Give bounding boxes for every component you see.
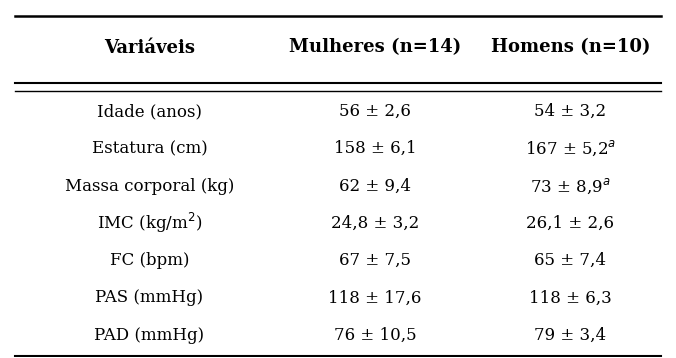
Text: Estatura (cm): Estatura (cm) bbox=[92, 140, 208, 157]
Text: PAS (mmHg): PAS (mmHg) bbox=[95, 289, 203, 306]
Text: Variáveis: Variáveis bbox=[104, 39, 195, 57]
Text: 62 ± 9,4: 62 ± 9,4 bbox=[339, 178, 411, 194]
Text: 79 ± 3,4: 79 ± 3,4 bbox=[534, 327, 606, 344]
Text: 24,8 ± 3,2: 24,8 ± 3,2 bbox=[331, 215, 419, 232]
Text: 65 ± 7,4: 65 ± 7,4 bbox=[534, 252, 606, 269]
Text: Mulheres (n=14): Mulheres (n=14) bbox=[289, 39, 461, 57]
Text: PAD (mmHg): PAD (mmHg) bbox=[95, 327, 205, 344]
Text: 26,1 ± 2,6: 26,1 ± 2,6 bbox=[526, 215, 614, 232]
Text: 67 ± 7,5: 67 ± 7,5 bbox=[339, 252, 411, 269]
Text: 56 ± 2,6: 56 ± 2,6 bbox=[339, 103, 411, 120]
Text: 73 ± 8,9$^a$: 73 ± 8,9$^a$ bbox=[530, 176, 610, 196]
Text: 76 ± 10,5: 76 ± 10,5 bbox=[334, 327, 416, 344]
Text: Idade (anos): Idade (anos) bbox=[97, 103, 202, 120]
Text: IMC (kg/m$^2$): IMC (kg/m$^2$) bbox=[97, 211, 202, 235]
Text: Massa corporal (kg): Massa corporal (kg) bbox=[65, 178, 234, 194]
Text: 118 ± 17,6: 118 ± 17,6 bbox=[329, 289, 422, 306]
Text: 158 ± 6,1: 158 ± 6,1 bbox=[334, 140, 416, 157]
Text: FC (bpm): FC (bpm) bbox=[110, 252, 189, 269]
Text: 167 ± 5,2$^a$: 167 ± 5,2$^a$ bbox=[525, 139, 616, 158]
Text: 54 ± 3,2: 54 ± 3,2 bbox=[534, 103, 606, 120]
Text: Homens (n=10): Homens (n=10) bbox=[491, 39, 650, 57]
Text: 118 ± 6,3: 118 ± 6,3 bbox=[529, 289, 612, 306]
